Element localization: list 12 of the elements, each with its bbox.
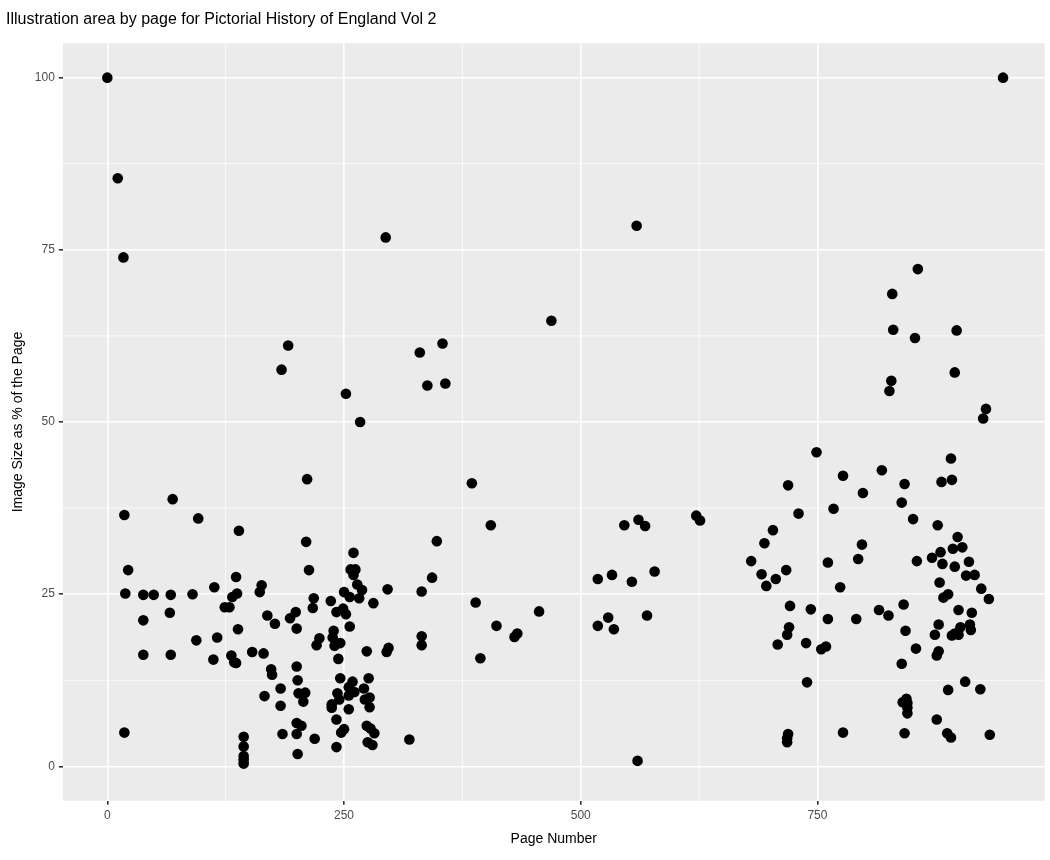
x-tick-label: 250 [334,808,355,823]
y-tick-label: 75 [41,242,56,257]
y-tick-label: 0 [48,758,56,773]
x-tick-label: 500 [570,808,592,823]
x-tick-label: 750 [807,808,828,823]
y-tick-label: 100 [34,69,56,84]
chart-title: Illustration area by page for Pictorial History of England Vol 2 [6,10,437,28]
y-tick-label: 25 [41,586,56,601]
x-tick-label: 0 [103,808,111,823]
y-tick-label: 50 [41,414,56,429]
y-axis-title: Image Size as % of the Page [9,331,26,513]
x-axis-title: Page Number [510,830,598,847]
